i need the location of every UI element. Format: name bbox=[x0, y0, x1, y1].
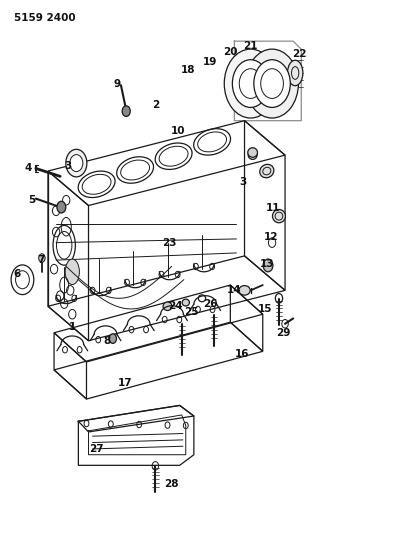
Text: 9: 9 bbox=[113, 78, 120, 88]
Text: 3: 3 bbox=[64, 161, 72, 171]
Text: 3: 3 bbox=[239, 176, 246, 187]
Text: 7: 7 bbox=[38, 255, 45, 265]
Text: 20: 20 bbox=[223, 47, 237, 56]
Circle shape bbox=[254, 60, 290, 108]
Ellipse shape bbox=[248, 148, 257, 157]
Text: 16: 16 bbox=[235, 349, 250, 359]
Ellipse shape bbox=[65, 259, 80, 285]
Text: 28: 28 bbox=[164, 479, 179, 489]
Circle shape bbox=[57, 201, 66, 213]
Text: 27: 27 bbox=[89, 445, 104, 455]
Text: 11: 11 bbox=[266, 203, 280, 213]
Text: 14: 14 bbox=[227, 285, 242, 295]
Circle shape bbox=[224, 49, 277, 118]
Circle shape bbox=[109, 334, 116, 343]
Text: 26: 26 bbox=[203, 298, 217, 309]
Text: 8: 8 bbox=[103, 336, 111, 346]
Text: 13: 13 bbox=[259, 259, 274, 269]
Circle shape bbox=[246, 49, 298, 118]
Circle shape bbox=[39, 254, 45, 262]
Text: 6: 6 bbox=[13, 270, 20, 279]
Circle shape bbox=[263, 259, 273, 272]
Text: 24: 24 bbox=[169, 301, 183, 311]
Circle shape bbox=[122, 106, 130, 116]
Ellipse shape bbox=[260, 164, 274, 177]
Text: 4: 4 bbox=[24, 164, 31, 173]
Ellipse shape bbox=[248, 151, 257, 159]
Ellipse shape bbox=[182, 299, 189, 306]
Ellipse shape bbox=[273, 209, 286, 223]
Text: 12: 12 bbox=[264, 232, 278, 243]
Text: 29: 29 bbox=[276, 328, 290, 338]
Text: 15: 15 bbox=[257, 304, 272, 314]
Text: 23: 23 bbox=[162, 238, 177, 248]
Text: 25: 25 bbox=[184, 306, 199, 317]
Ellipse shape bbox=[163, 302, 172, 311]
Text: 19: 19 bbox=[203, 58, 217, 67]
Text: 21: 21 bbox=[243, 42, 258, 52]
Ellipse shape bbox=[239, 286, 250, 295]
Text: 22: 22 bbox=[292, 50, 306, 59]
Ellipse shape bbox=[288, 60, 303, 86]
Circle shape bbox=[70, 155, 83, 172]
Text: 10: 10 bbox=[171, 126, 185, 136]
Circle shape bbox=[233, 60, 269, 108]
Text: 18: 18 bbox=[181, 66, 195, 75]
Circle shape bbox=[66, 149, 87, 177]
Text: 1: 1 bbox=[69, 322, 76, 333]
Text: 5: 5 bbox=[28, 195, 35, 205]
Text: 2: 2 bbox=[152, 100, 159, 110]
Text: 5159 2400: 5159 2400 bbox=[13, 13, 75, 23]
Text: 17: 17 bbox=[118, 378, 132, 388]
